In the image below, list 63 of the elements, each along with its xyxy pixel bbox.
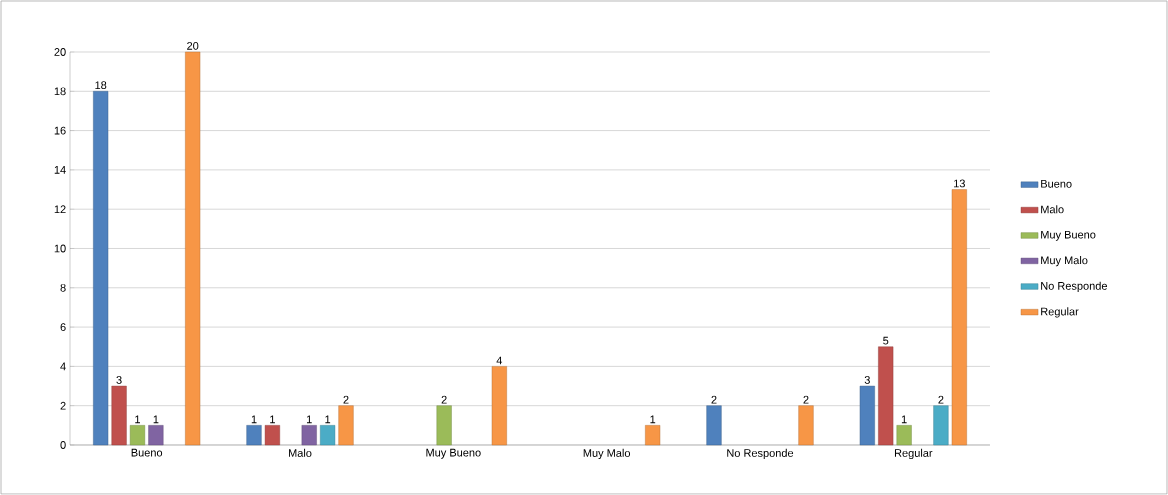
x-tick-label: Muy Bueno [426,448,481,459]
bar [93,91,109,446]
y-tick-label: 20 [54,48,66,56]
bar [111,385,127,446]
y-tick-label: 2 [60,401,66,410]
y-tick-label: 4 [60,362,66,371]
bar [933,405,949,446]
bar [896,425,912,446]
bar [491,366,507,446]
data-label: 18 [95,81,107,90]
data-label: 1 [251,415,257,424]
bar [706,405,722,446]
bar [338,405,354,446]
x-tick-label: Malo [289,448,312,457]
y-tick-label: 6 [60,323,66,331]
data-label: 20 [187,42,199,50]
x-tick-label: Bueno [131,448,163,457]
bar [301,425,317,446]
bar [645,425,661,446]
bar [878,346,894,446]
y-tick-label: 0 [60,441,66,449]
x-tick-label: Regular [894,448,933,460]
y-tick-label: 18 [54,87,66,96]
legend-label: Muy Bueno [1041,230,1096,241]
bar [951,189,967,446]
bar [264,425,280,446]
x-tick-label: Muy Malo [583,448,631,460]
y-tick-label: 14 [54,166,66,174]
data-label: 13 [954,179,965,188]
data-label: 1 [901,415,907,424]
legend-label: Muy Malo [1041,256,1088,267]
bar [129,425,146,446]
data-label: 2 [938,395,944,404]
data-label: 1 [270,415,275,424]
data-label: 2 [343,395,349,404]
data-label: 1 [153,415,159,424]
legend-label: No Responde [1041,281,1108,292]
data-label: 3 [116,376,122,384]
data-label: 1 [135,415,140,424]
bar [148,425,164,446]
data-label: 2 [711,395,717,404]
y-tick-label: 16 [54,126,66,135]
bar [320,425,336,446]
bar [185,51,201,446]
data-label: 1 [650,415,656,424]
y-tick-label: 8 [60,283,66,292]
x-tick-label: No Responde [727,448,794,460]
data-label: 2 [803,395,809,404]
legend-label: Malo [1041,205,1064,214]
bar [246,425,262,446]
y-tick-label: 10 [54,244,66,253]
legend-label: Regular [1041,307,1079,318]
data-label: 2 [441,395,447,404]
legend-label: Bueno [1041,180,1072,188]
data-label: 4 [496,356,503,365]
y-tick-label: 12 [54,205,66,214]
bar [859,385,875,446]
data-label: 5 [883,336,889,345]
data-label: 1 [325,415,331,424]
bar [436,405,452,446]
data-label: 3 [864,376,870,384]
data-label: 1 [306,415,312,424]
bar [798,405,814,446]
